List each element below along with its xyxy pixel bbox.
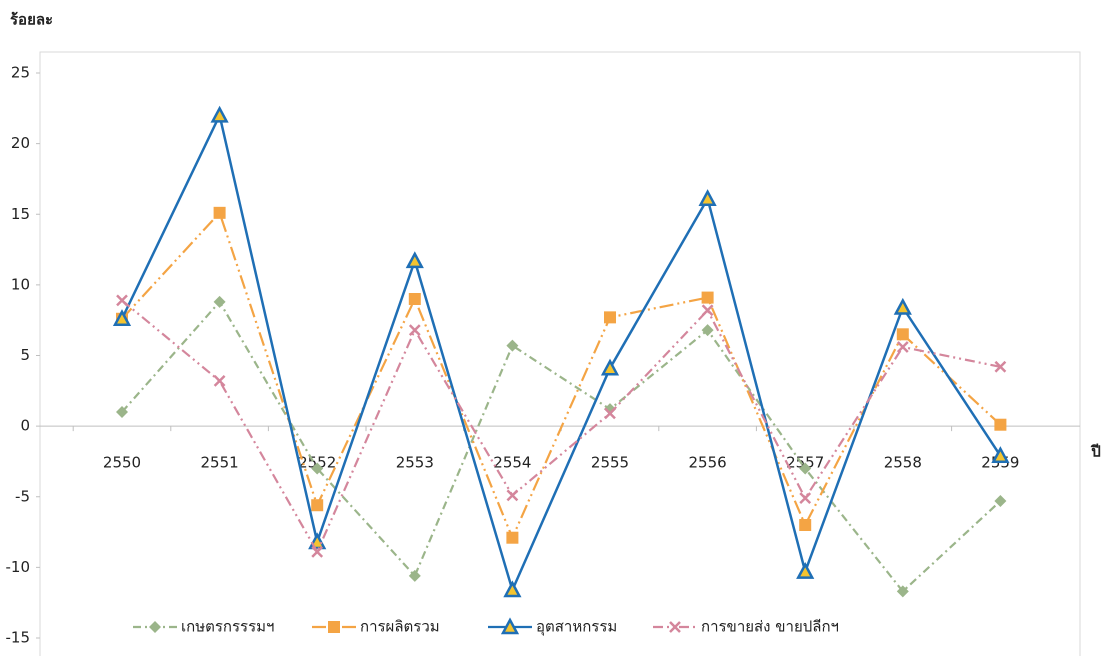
series-line	[120, 111, 1002, 594]
data-point	[701, 304, 714, 317]
legend-marker	[500, 617, 520, 635]
y-tick-label: -15	[6, 629, 31, 647]
data-point	[213, 206, 226, 219]
data-point	[698, 189, 717, 206]
legend-marker	[328, 621, 340, 633]
data-point	[994, 360, 1007, 373]
data-point	[600, 358, 620, 376]
data-point	[796, 561, 815, 579]
data-point	[799, 492, 812, 505]
data-point	[701, 291, 714, 304]
x-tick-label: 2554	[493, 454, 531, 472]
data-point	[701, 324, 714, 337]
x-tick-label: 2555	[591, 454, 629, 472]
y-tick-label: 15	[11, 205, 30, 223]
data-point	[408, 324, 421, 336]
data-point	[506, 531, 519, 544]
data-point	[799, 519, 812, 531]
data-point	[506, 339, 519, 352]
data-point	[893, 297, 912, 315]
x-tick-label: 2553	[396, 454, 434, 472]
data-point	[116, 294, 128, 307]
x-tick-label: 2550	[103, 454, 141, 472]
data-point	[311, 545, 324, 558]
legend-label: อุตสาหกรรม	[536, 618, 617, 637]
data-point	[213, 375, 226, 387]
data-point	[311, 462, 324, 475]
legend-marker	[149, 621, 161, 633]
y-tick-label: 0	[20, 417, 30, 435]
series-line	[121, 210, 1002, 541]
y-tick-label: -5	[15, 487, 30, 505]
data-point	[896, 341, 909, 353]
legend-label: เกษตรกรรรมฯ	[181, 618, 274, 636]
data-point	[112, 309, 132, 327]
data-point	[308, 532, 327, 550]
data-point	[506, 489, 519, 502]
legend-marker	[669, 621, 681, 633]
y-axis-title: ร้อยละ	[10, 11, 53, 29]
data-point	[405, 251, 424, 269]
data-point	[408, 569, 421, 582]
data-point	[994, 418, 1007, 431]
data-point	[408, 293, 421, 305]
plot-frame	[39, 51, 1081, 656]
data-point	[311, 499, 324, 512]
y-tick-label: -10	[6, 558, 31, 576]
legend-label: การขายส่ง ขายปลีกฯ	[701, 618, 839, 636]
x-tick-label: 2556	[689, 454, 727, 472]
data-point	[896, 328, 909, 341]
data-point	[503, 580, 522, 598]
data-point	[604, 407, 616, 420]
data-point	[994, 494, 1007, 507]
data-point	[213, 295, 226, 308]
y-tick-label: 5	[20, 346, 30, 364]
data-point	[116, 406, 128, 418]
x-tick-label: 2558	[884, 454, 922, 472]
series-line	[121, 299, 1002, 594]
y-tick-label: 10	[11, 275, 30, 293]
x-axis-title: ปี	[1090, 443, 1100, 461]
data-point	[604, 311, 616, 324]
x-tick-label: 2551	[201, 454, 239, 472]
y-tick-label: 20	[11, 134, 30, 152]
series-line	[121, 299, 1001, 555]
data-point	[991, 446, 1010, 464]
data-point	[799, 462, 812, 475]
legend-label: การผลิตรวม	[360, 618, 440, 636]
data-point	[896, 585, 909, 598]
data-point	[210, 105, 229, 123]
y-tick-label: 25	[11, 64, 30, 82]
